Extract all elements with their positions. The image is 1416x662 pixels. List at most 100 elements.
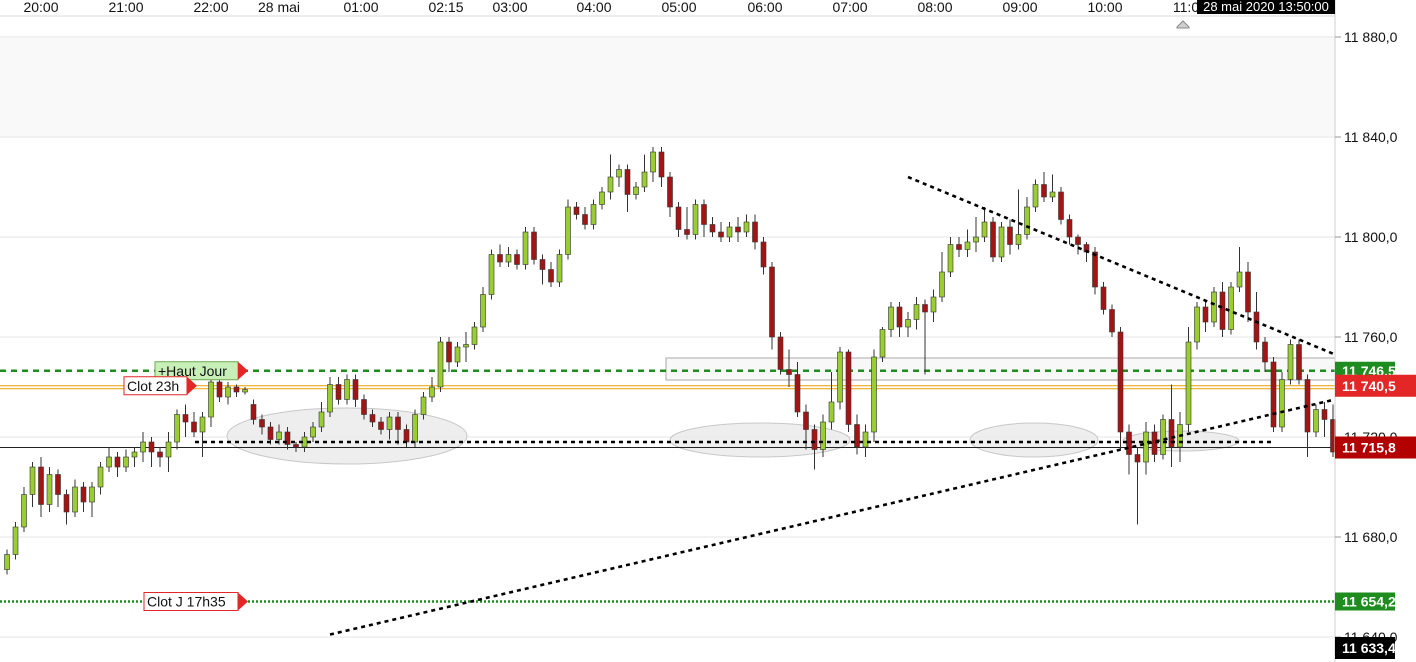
candle-body: [973, 236, 979, 243]
candle-body: [1092, 251, 1098, 288]
candle-body: [446, 341, 452, 363]
candle-body: [752, 221, 758, 243]
marker-label: +Haut Jour: [158, 363, 227, 379]
candle-body: [106, 456, 112, 468]
candle-body: [72, 486, 78, 513]
candle-body: [488, 254, 495, 295]
candle-body: [1126, 431, 1132, 455]
candle-body: [140, 441, 146, 453]
y-tick-label: 11 880,0: [1344, 29, 1398, 45]
candle-body: [862, 431, 869, 448]
candle-body: [930, 296, 937, 313]
candle-body: [939, 271, 945, 298]
candle-body: [658, 151, 665, 178]
candle-body: [1100, 286, 1107, 310]
x-tick-label: 07:00: [832, 0, 867, 15]
candle-body: [123, 456, 129, 468]
time-axis-bar: [0, 0, 1335, 16]
candle-body: [531, 231, 537, 260]
candle-body: [667, 176, 673, 208]
candle-body: [242, 389, 248, 393]
marker-arrow-icon: [238, 592, 248, 611]
candle-body: [514, 254, 520, 265]
candle-body: [964, 241, 971, 250]
marker-arrow-icon: [187, 376, 197, 395]
candle-body: [208, 381, 214, 418]
candle-body: [1049, 191, 1056, 198]
candle-body: [871, 356, 877, 433]
candle-body: [182, 414, 189, 423]
candle-body: [233, 386, 240, 393]
candle-body: [480, 294, 486, 328]
candle-body: [471, 326, 478, 345]
candle-body: [913, 304, 920, 320]
candle-body: [1219, 291, 1226, 330]
candle-body: [565, 206, 571, 255]
candle-body: [429, 386, 435, 398]
candle-body: [157, 451, 163, 458]
candle-body: [293, 444, 299, 448]
level-11740-tag: [1335, 374, 1416, 397]
candle-body: [616, 169, 622, 178]
candle-body: [522, 231, 529, 265]
candle-body: [1287, 344, 1294, 380]
grid-lines: [0, 36, 1335, 638]
candle-body: [845, 351, 852, 425]
candle-body: [837, 351, 843, 403]
candle-body: [1202, 306, 1209, 323]
candle-body: [743, 221, 750, 233]
level-11633-tag: [1335, 637, 1395, 659]
candle-body: [650, 151, 656, 173]
candle-body: [114, 456, 121, 468]
x-tick-label: 28 mai: [258, 0, 300, 15]
candle-body: [1134, 454, 1141, 463]
candle-body: [131, 451, 138, 458]
candle-body: [1236, 271, 1243, 288]
candle-body: [675, 206, 682, 230]
candle-body: [854, 424, 860, 448]
marker-arrow-icon: [238, 361, 248, 380]
candle-body: [1270, 361, 1277, 428]
candle-body: [1168, 419, 1175, 448]
candle-body: [947, 244, 954, 273]
y-tick-label: 11 680,0: [1344, 529, 1398, 545]
candle-body: [692, 204, 699, 235]
y-tick-label: 11 760,0: [1344, 329, 1398, 345]
candle-body: [803, 411, 809, 430]
candle-body: [327, 384, 333, 413]
candle-body: [573, 206, 580, 215]
candle-body: [284, 431, 291, 445]
candle-body: [1024, 206, 1030, 235]
candle-body: [1228, 286, 1234, 330]
x-tick-label: 21:00: [108, 0, 143, 15]
candle-body: [794, 374, 801, 413]
candle-body: [1160, 419, 1166, 455]
x-tick-label: 05:00: [661, 0, 696, 15]
level-11740-tag-label: 11 740,5: [1342, 378, 1396, 394]
candle-body: [412, 414, 418, 443]
x-tick-label: 02:15: [428, 0, 463, 15]
candle-body: [760, 241, 767, 268]
candle-body: [318, 411, 325, 428]
candle-body: [352, 379, 359, 400]
candle-body: [1313, 409, 1319, 433]
x-tick-label: 09:00: [1002, 0, 1037, 15]
candle-body: [1041, 184, 1047, 198]
candle-body: [1143, 431, 1149, 463]
candle-body: [369, 414, 376, 423]
price-tags: 11 746,511 740,511 715,811 654,211 633,4: [1335, 361, 1416, 659]
candle-body: [55, 474, 61, 495]
upper-plot-band: [0, 37, 1335, 137]
candle-body: [38, 466, 44, 505]
candle-body: [956, 244, 962, 250]
candle-body: [89, 486, 95, 503]
candle-body: [497, 254, 503, 263]
support-zone-ellipse: [226, 407, 468, 465]
cursor-marker-icon[interactable]: [1176, 20, 1190, 29]
candle-body: [12, 526, 19, 555]
candle-body: [1075, 236, 1081, 245]
candle-body: [165, 441, 172, 458]
level-11633-tag-label: 11 633,4: [1342, 640, 1396, 656]
candle-body: [539, 259, 546, 270]
